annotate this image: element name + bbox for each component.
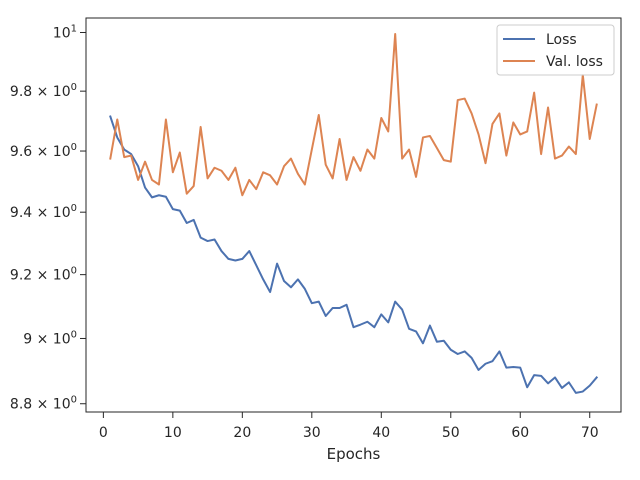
x-axis: 0 10 20 30 40 50 60 70	[99, 412, 599, 441]
series-layer	[109, 32, 599, 394]
x-tick-label: 0	[99, 425, 108, 441]
plot-frame	[85, 17, 622, 413]
x-tick-label: 10	[164, 425, 182, 441]
x-tick-label: 50	[442, 425, 460, 441]
y-tick-label: 9 × 100	[23, 329, 77, 347]
x-axis-label: Epochs	[327, 445, 381, 463]
x-tick-label: 30	[303, 425, 321, 441]
legend-label-val-loss: Val. loss	[546, 54, 603, 70]
plot-area	[86, 18, 621, 412]
legend-box	[496, 24, 615, 76]
legend: Loss Val. loss	[496, 24, 615, 76]
y-axis: 8.8 × 100 9 × 100 9.2 × 100 9.4 × 100 9.6 × …	[10, 23, 86, 413]
x-tick-label: 20	[233, 425, 251, 441]
y-tick-label: 9.4 × 100	[10, 203, 77, 221]
x-tick-label: 40	[372, 425, 390, 441]
legend-label-loss: Loss	[546, 32, 577, 48]
x-tick-label: 70	[581, 425, 599, 441]
series-line-val-loss	[109, 32, 598, 197]
y-tick-label: 9.2 × 100	[10, 266, 77, 284]
y-tick-label: 8.8 × 100	[10, 395, 77, 413]
y-tick-label: 9.6 × 100	[10, 142, 77, 160]
x-tick-label: 60	[511, 425, 529, 441]
series-line-loss	[109, 115, 599, 394]
y-tick-label: 101	[53, 23, 77, 41]
y-tick-label: 9.8 × 100	[10, 82, 77, 100]
